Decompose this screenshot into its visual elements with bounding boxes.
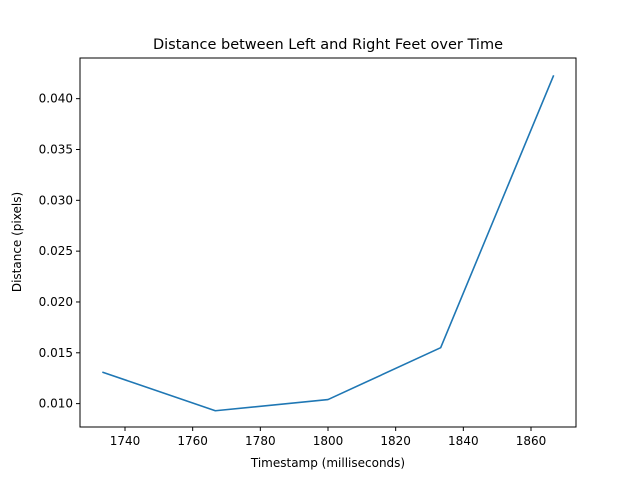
x-tick-label: 1820: [380, 434, 411, 448]
plot-frame: [79, 57, 577, 428]
x-tick-label: 1740: [110, 434, 141, 448]
x-tick-label: 1860: [516, 434, 547, 448]
y-axis-ticks: 0.010 0.015 0.020 0.025 0.030 0.035 0.040: [39, 92, 80, 411]
x-axis-ticks: 1740 1760 1780 1800 1820 1840 1860: [110, 427, 547, 448]
y-tick-label: 0.015: [39, 346, 73, 360]
x-tick-label: 1800: [313, 434, 344, 448]
y-tick-label: 0.035: [39, 142, 73, 156]
series-line-0: [102, 74, 555, 412]
y-axis-label: Distance (pixels): [10, 192, 24, 292]
series-layer: [102, 74, 555, 412]
y-tick-label: 0.010: [39, 397, 73, 411]
y-tick-label: 0.025: [39, 244, 73, 258]
x-tick-label: 1780: [245, 434, 276, 448]
x-tick-label: 1760: [177, 434, 208, 448]
plot-area: [79, 57, 577, 428]
x-axis-label: Timestamp (milliseconds): [250, 456, 405, 470]
y-tick-label: 0.020: [39, 295, 73, 309]
y-tick-label: 0.030: [39, 193, 73, 207]
chart-title: Distance between Left and Right Feet ove…: [153, 37, 503, 53]
y-tick-label: 0.040: [39, 92, 73, 106]
x-tick-label: 1840: [448, 434, 479, 448]
